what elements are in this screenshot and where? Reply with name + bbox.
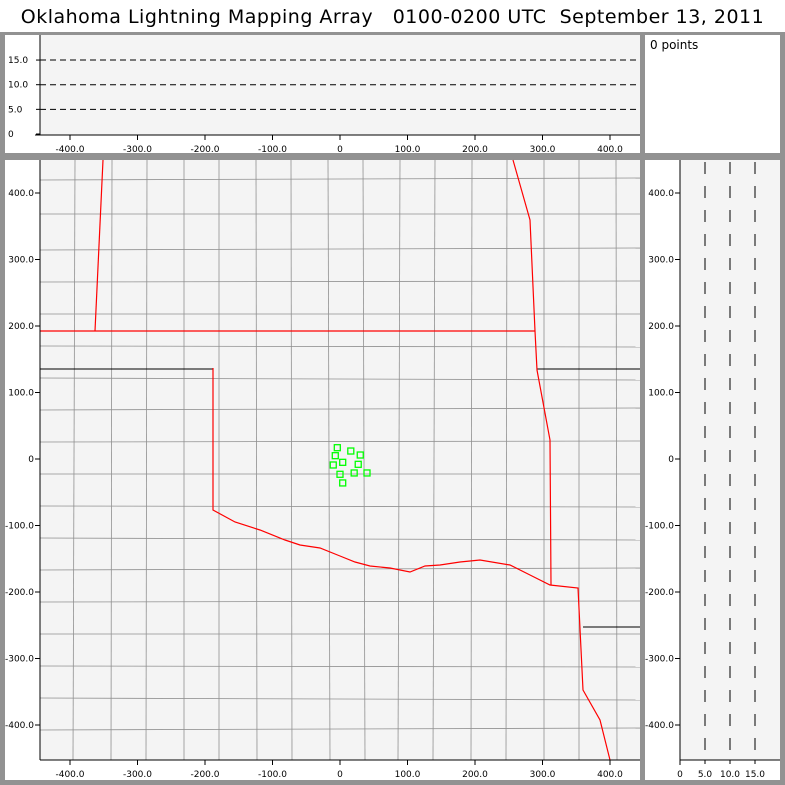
y-tick-label: -300.0 [5,655,34,665]
state-border [212,368,611,761]
county-line [72,159,76,761]
county-line [110,159,113,761]
ns-y-tick-label: 300.0 [648,256,674,266]
ew-x-tick-label: -200.0 [190,145,219,155]
county-line [39,247,641,251]
ns-y-tick-label: -200.0 [645,588,674,598]
x-tick-label: -300.0 [123,770,152,780]
x-tick-label: 200.0 [462,770,488,780]
point-count-panel: 0 points [645,35,780,153]
y-tick-label: -100.0 [5,522,34,532]
ns-y-tick-label: 200.0 [648,322,674,332]
lightning-source-point [339,479,347,487]
county-line [39,600,641,603]
lightning-source-point [356,451,364,459]
lightning-source-point [339,458,347,466]
county-line [145,159,148,761]
x-tick-label: 0 [337,770,343,780]
ns-y-tick-label: -300.0 [645,655,674,665]
ew-y-tick-label: 5.0 [8,105,23,115]
ns-x-tick-label: 0 [677,770,683,780]
ns-y-tick-label: 100.0 [648,389,674,399]
y-tick-label: 400.0 [8,189,34,199]
ew-x-tick-label: 400.0 [597,145,623,155]
county-line [39,440,641,443]
y-tick-label: -400.0 [5,721,34,731]
ew-y-tick-label: 0 [8,130,14,140]
lightning-source-point [363,469,371,477]
lightning-source-point [336,470,344,478]
county-line [39,697,641,701]
ew-y-tick-label: 15.0 [8,56,28,66]
county-line [470,159,473,761]
lightning-source-point [331,452,339,460]
county-line [255,159,258,761]
x-tick-label: 400.0 [597,770,623,780]
x-tick-label: -200.0 [190,770,219,780]
lightning-source-point [354,460,362,468]
county-line [39,407,641,411]
y-tick-label: -200.0 [5,588,34,598]
ns-y-tick-label: -400.0 [645,721,674,731]
county-line [39,665,641,668]
lightning-source-point [329,461,337,469]
state-border [94,159,104,332]
county-line [362,159,366,761]
x-tick-label: 100.0 [395,770,421,780]
county-line [615,159,618,761]
county-line [39,727,641,731]
ew-x-tick-label: -400.0 [55,145,84,155]
lightning-source-point [333,444,341,452]
county-line [39,537,641,541]
county-line [39,345,641,348]
ns-y-tick-label: -100.0 [645,522,674,532]
ns-x-tick-label: 5.0 [698,770,713,780]
ew-y-tick-label: 10.0 [8,81,28,91]
ns-x-tick-label: 10.0 [720,770,740,780]
county-line [39,280,641,283]
county-line [39,377,641,381]
page-title: Oklahoma Lightning Mapping Array 0100-02… [0,0,785,32]
ew-x-tick-label: -100.0 [258,145,287,155]
x-tick-label: 300.0 [530,770,556,780]
ew-x-tick-label: 200.0 [462,145,488,155]
x-tick-label: -100.0 [258,770,287,780]
x-tick-label: -400.0 [55,770,84,780]
y-tick-label: 200.0 [8,322,34,332]
lightning-source-point [350,469,358,477]
state-border [512,159,552,586]
county-line [432,159,436,761]
county-line [39,177,641,181]
ns-y-tick-label: 400.0 [648,189,674,199]
y-tick-label: 100.0 [8,389,34,399]
point-count: 0 points [650,38,699,52]
lightning-source-point [347,447,355,455]
ew-x-tick-label: 0 [337,145,343,155]
county-line [39,567,641,571]
ew-x-tick-label: 300.0 [530,145,556,155]
ew-x-tick-label: 100.0 [395,145,421,155]
ns-y-tick-label: 0 [668,455,674,465]
county-line [290,159,293,761]
ns-x-tick-label: 15.0 [745,770,765,780]
county-line [39,505,641,508]
ew-x-tick-label: -300.0 [123,145,152,155]
y-tick-label: 300.0 [8,256,34,266]
y-tick-label: 0 [28,455,34,465]
county-line [505,159,508,761]
county-line [397,159,401,761]
county-line [327,159,331,761]
